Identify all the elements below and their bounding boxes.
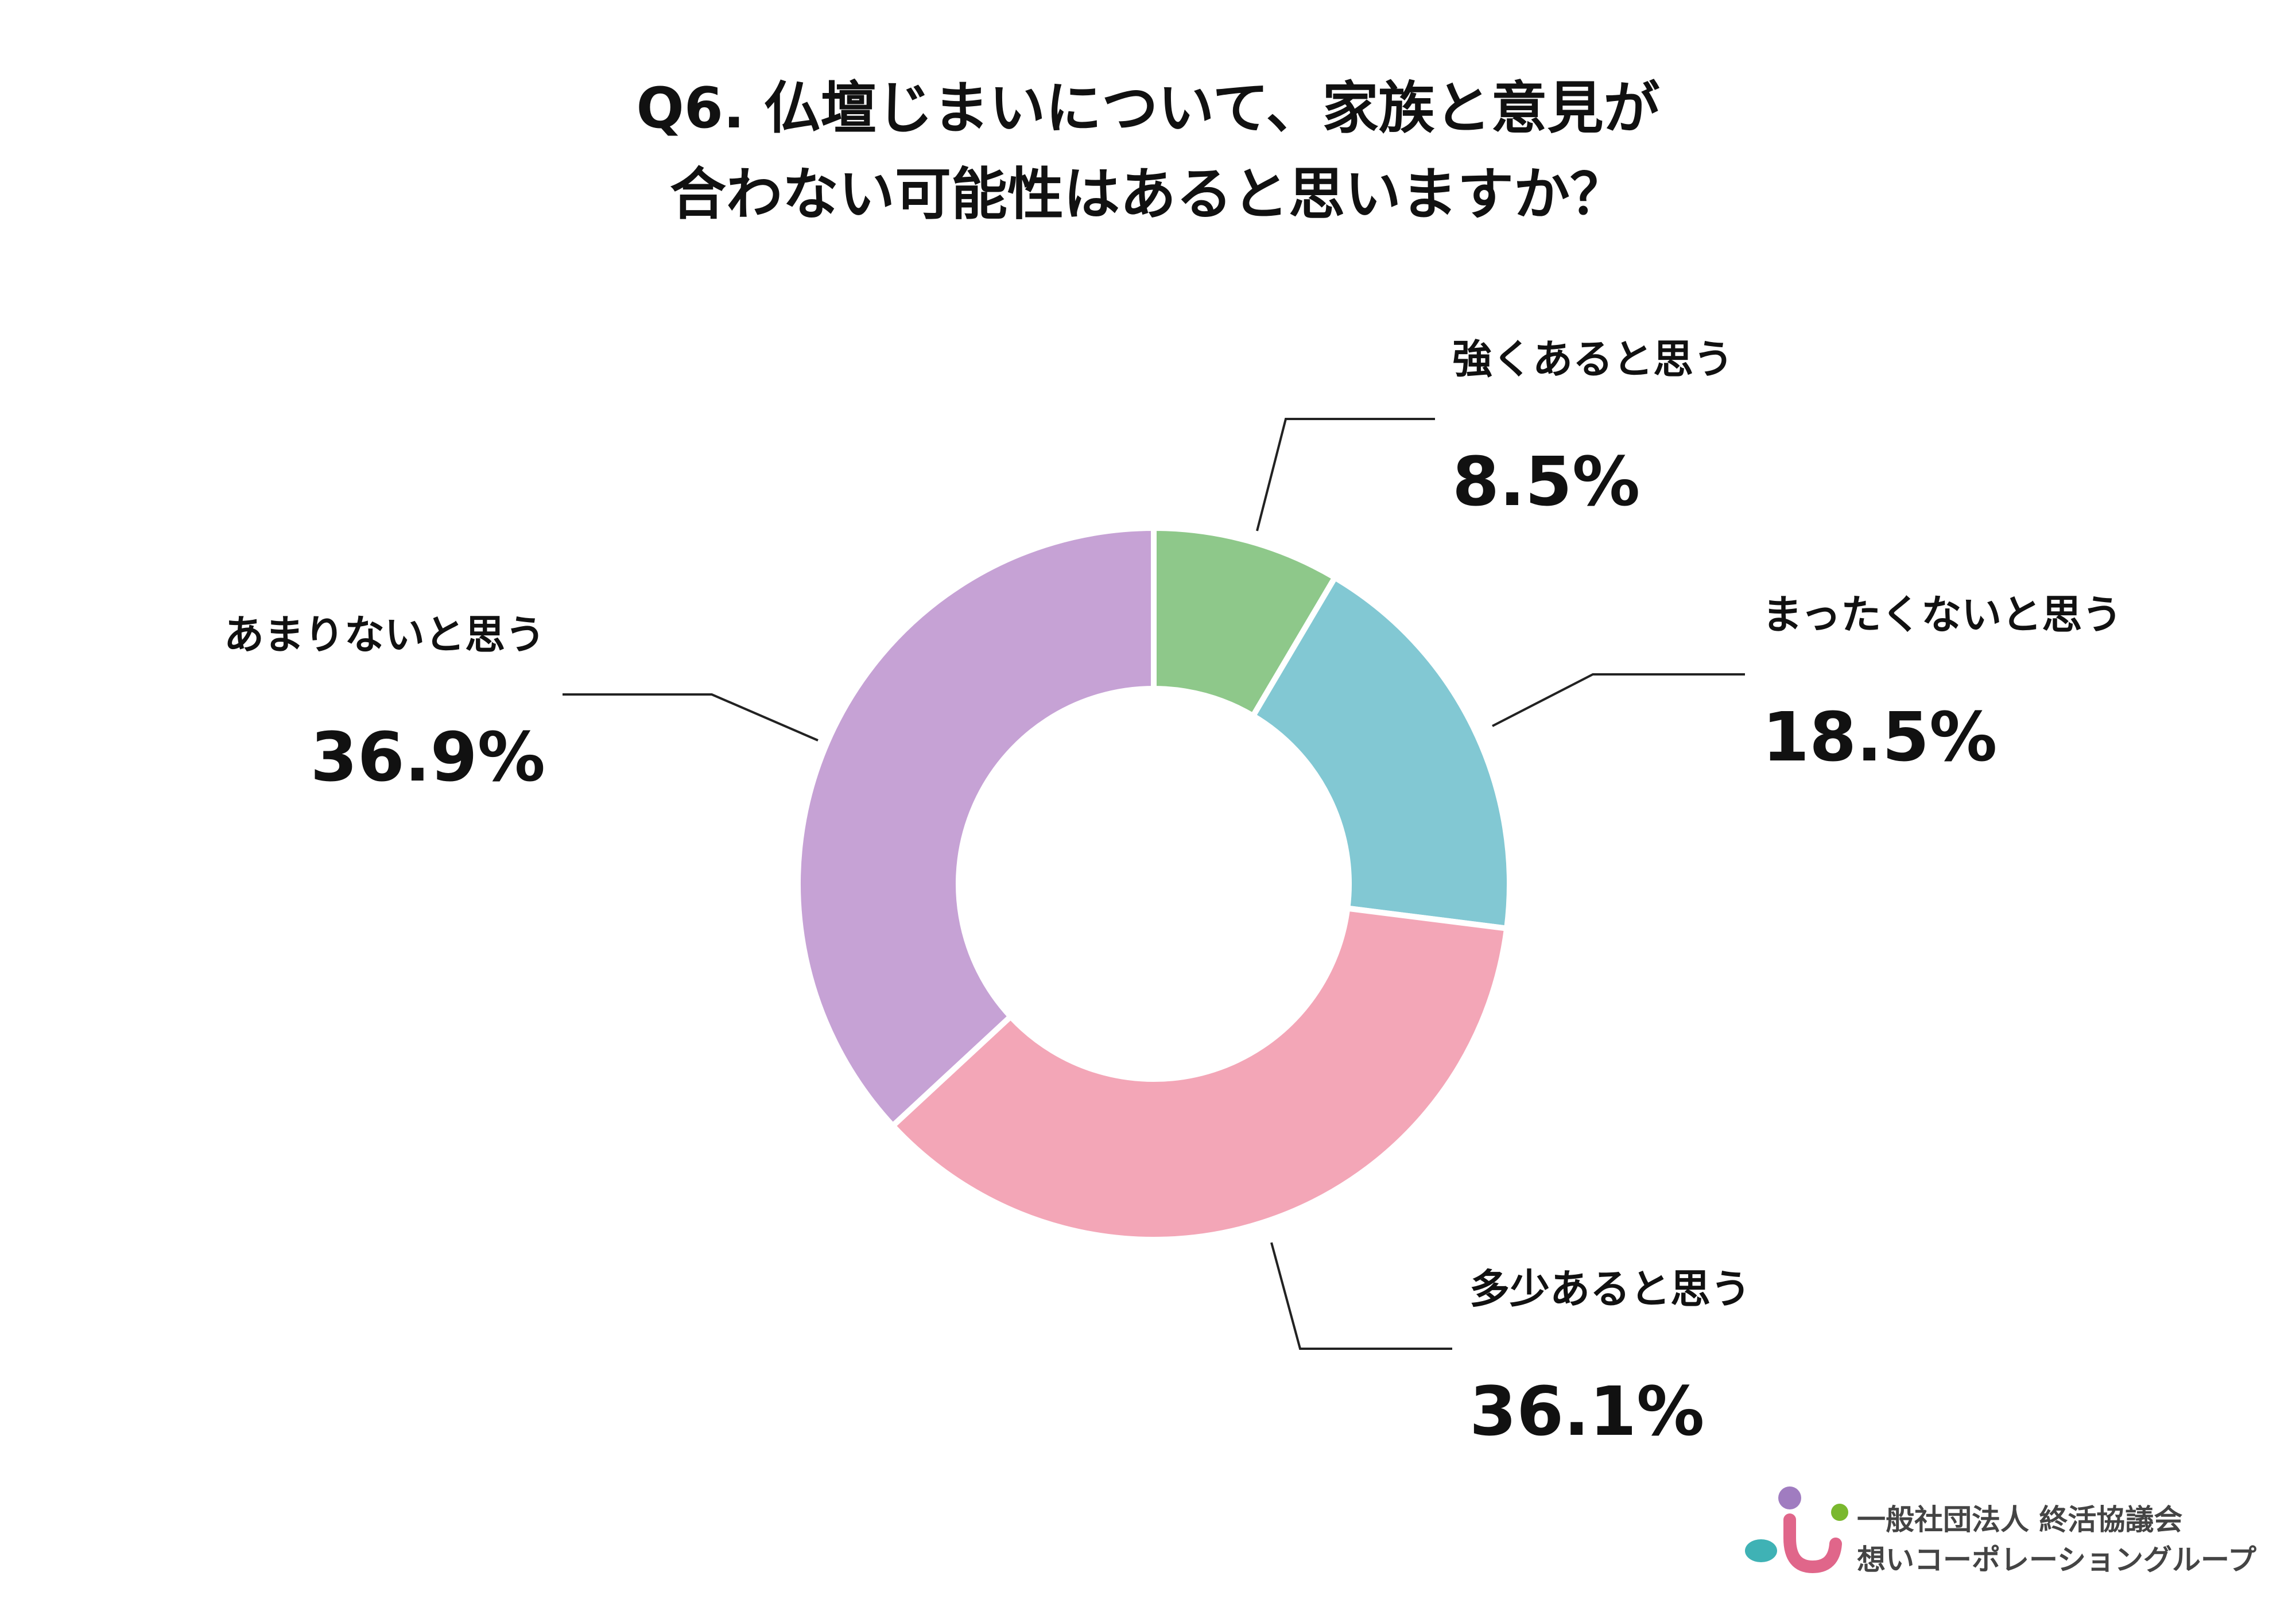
slice-name-label-3: 多少あると思う <box>1469 1266 1751 1313</box>
slice-value-label-2: 18.5% <box>1762 697 1997 777</box>
organization-logo: 一般社団法人 終活協議会 想いコーポレーショングループ <box>1745 1481 2256 1578</box>
donut-slices <box>795 525 1512 1243</box>
leader-line-2 <box>1492 673 1745 727</box>
logo-text-line-2: 想いコーポレーショングループ <box>1857 1543 2256 1577</box>
leader-line-3 <box>1270 1242 1452 1350</box>
slice-value-label-4: 36.9% <box>311 717 545 797</box>
slice-name-label-2: まったくないと思う <box>1762 591 2122 638</box>
logo-text-line-1: 一般社団法人 終活協議会 <box>1857 1503 2183 1536</box>
chart-title-line-1: Q6. 仏壇じまいについて、家族と意見が <box>636 76 1660 141</box>
donut-slice-4 <box>795 525 1157 1130</box>
slice-labels: 強くあると思う 8.5% まったくないと思う 18.5% 多少あると思う 36.1% あまり… <box>224 336 2122 1451</box>
donut-slice-2 <box>1249 573 1512 932</box>
chart-title-line-2: 合わない可能性はあると思いますか？ <box>669 162 1626 227</box>
leader-line-4 <box>563 693 819 742</box>
donut-slice-3 <box>889 905 1510 1243</box>
slice-value-label-3: 36.1% <box>1469 1372 1704 1451</box>
slice-name-label-4: あまりないと思う <box>224 611 545 658</box>
slice-value-label-1: 8.5% <box>1452 442 1640 521</box>
leader-line-1 <box>1256 418 1435 531</box>
slice-name-label-1: 強くあると思う <box>1452 336 1733 383</box>
logo-mark-icon <box>1745 1486 1848 1574</box>
